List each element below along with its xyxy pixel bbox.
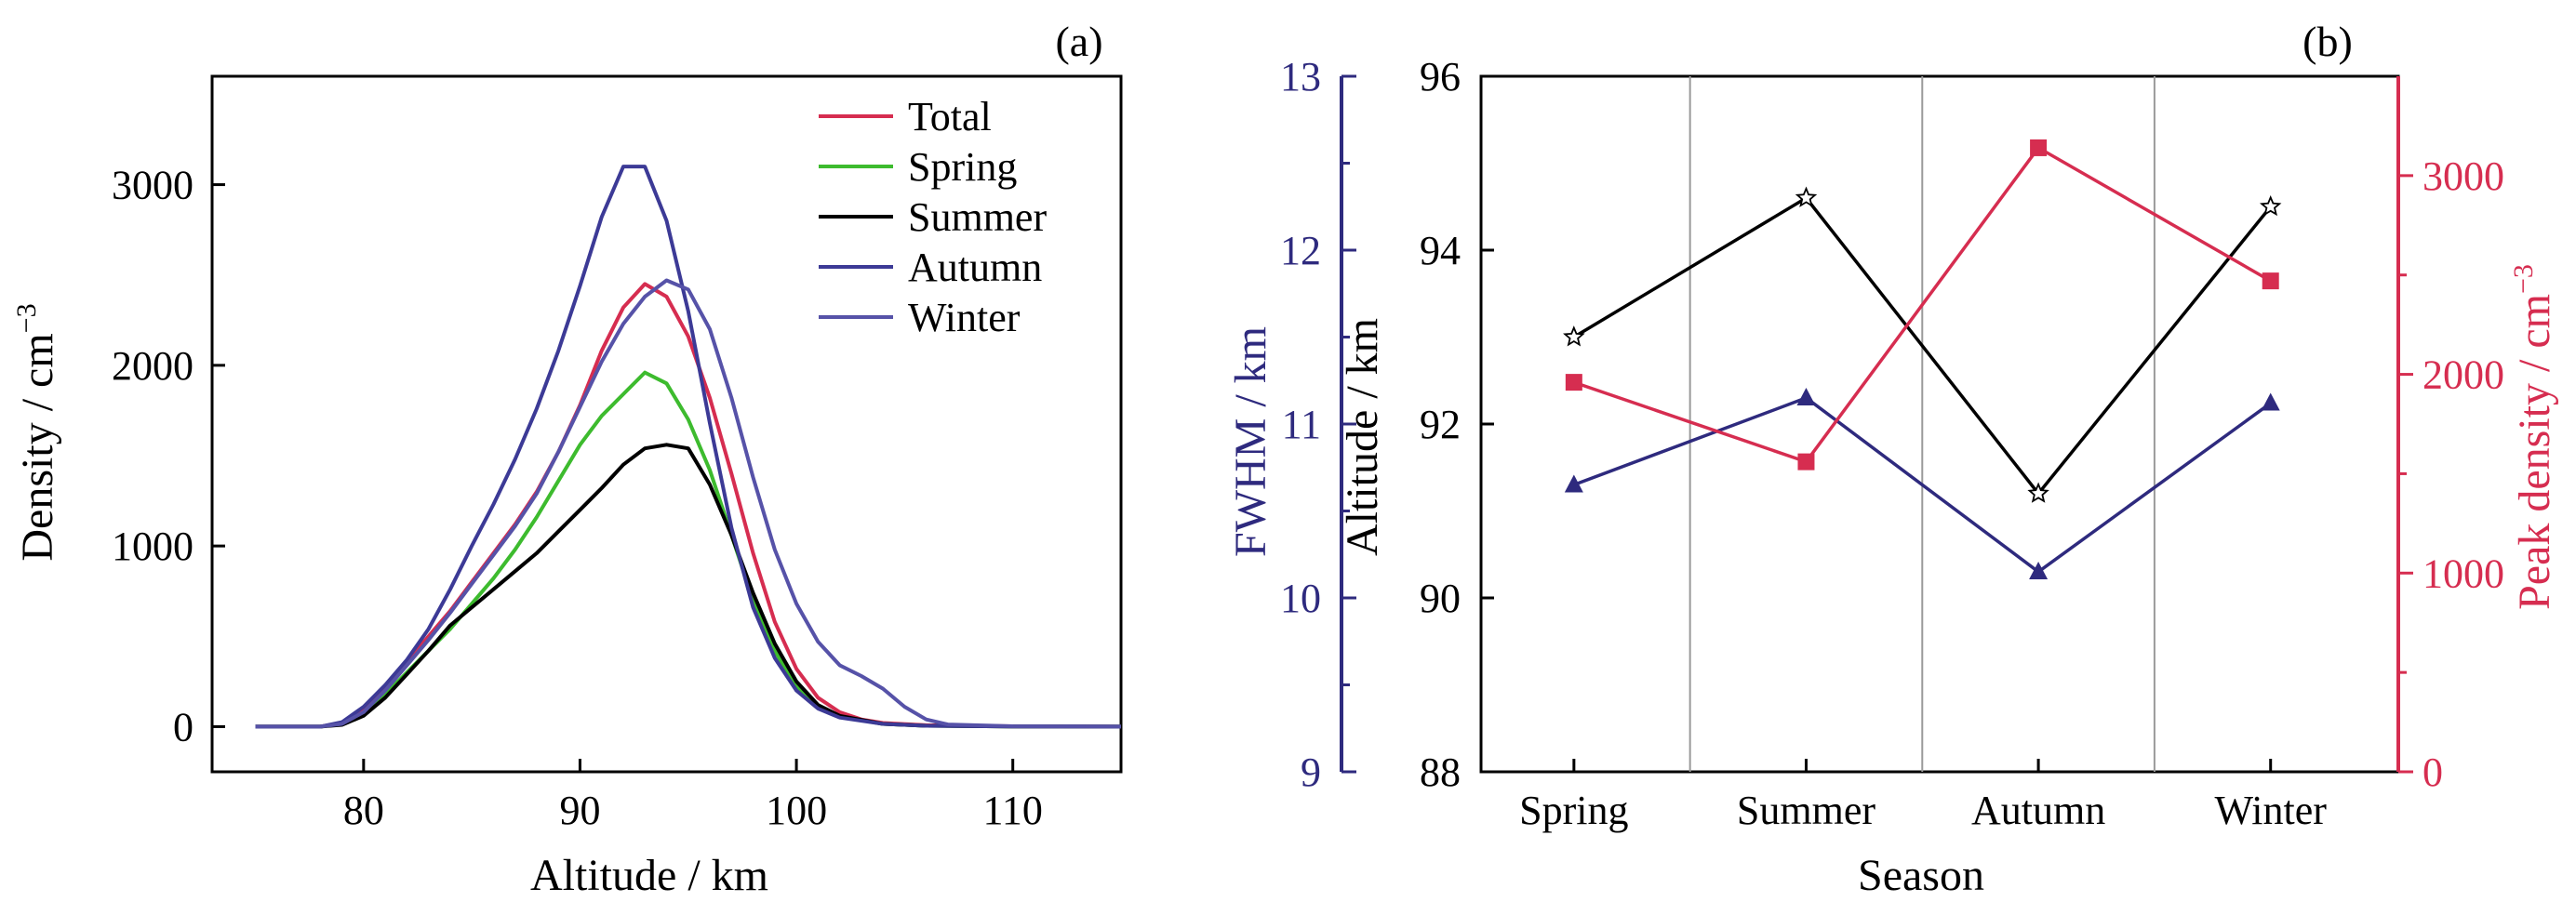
density-marker-autumn <box>2030 139 2048 156</box>
fwhm-tick-label-10: 10 <box>1280 576 1321 621</box>
panel-a-plot-frame <box>210 74 1123 774</box>
peak-density-axis-title: Peak density / cm−3 <box>2508 264 2559 610</box>
fwhm-tick-label-11: 11 <box>1282 402 1321 447</box>
altitude-marker-summer <box>1795 186 1818 207</box>
panel-b-plot-frame <box>1479 74 2400 774</box>
panel-b-label: (b) <box>2302 18 2353 65</box>
density-tick-label-2000: 2000 <box>2423 352 2504 398</box>
series-line-summer <box>255 443 1122 729</box>
fwhm-marker-autumn <box>2029 561 2049 579</box>
fwhm-marker-winter <box>2261 392 2280 411</box>
altitude-tick-label-88: 88 <box>1420 749 1461 795</box>
panel-a-x-ticks: 80 90 100 110 <box>343 759 1043 833</box>
altitude-tick-label-92: 92 <box>1420 402 1461 447</box>
panel-a: 80 90 100 110 0 1000 2000 3000 Altitude / km D… <box>11 18 1123 900</box>
panel-a-x-axis-title: Altitude / km <box>530 851 768 900</box>
altitude-axis-title: Altitude / km <box>1338 318 1387 556</box>
legend-label-total: Total <box>908 94 992 139</box>
fwhm-tick-label-13: 13 <box>1280 54 1321 99</box>
altitude-marker-spring <box>1563 325 1585 347</box>
panel-a-y-ticks: 0 1000 2000 3000 <box>112 163 225 749</box>
series-line-autumn <box>255 165 1122 729</box>
panel-a-frame <box>210 74 1123 774</box>
panel-b-frame <box>1479 74 2400 774</box>
y-tick-label-1000: 1000 <box>112 524 194 569</box>
x-tick-label-winter: Winter <box>2215 788 2328 833</box>
density-marker-spring <box>1565 374 1582 391</box>
altitude-axis-ticks: 88 90 92 94 96 <box>1420 54 1494 795</box>
series-line-winter <box>255 278 1122 729</box>
density-marker-winter <box>2262 272 2279 290</box>
series-line-total <box>255 282 1122 729</box>
density-marker-summer <box>1797 453 1815 471</box>
y-tick-label-2000: 2000 <box>112 343 194 389</box>
altitude-marker-winter <box>2259 194 2282 217</box>
density-tick-label-1000: 1000 <box>2423 550 2504 596</box>
peak-density-axis: 0 1000 2000 3000 <box>2398 153 2504 795</box>
fwhm-marker-spring <box>1564 474 1583 493</box>
series-line-spring <box>255 370 1122 729</box>
panel-b-series <box>1563 139 2282 579</box>
x-tick-label-summer: Summer <box>1737 788 1875 833</box>
legend-label-summer: Summer <box>908 194 1047 240</box>
altitude-tick-label-90: 90 <box>1420 576 1461 621</box>
density-tick-label-0: 0 <box>2423 749 2443 795</box>
panel-a-series-lines <box>255 165 1122 729</box>
y-tick-label-0: 0 <box>173 704 194 749</box>
fwhm-axis: 9 10 11 12 13 <box>1280 54 1356 795</box>
panel-a-y-axis-title: Density / cm−3 <box>11 303 62 561</box>
x-tick-label-autumn: Autumn <box>1971 788 2105 833</box>
legend-label-spring: Spring <box>908 144 1017 190</box>
y-tick-label-3000: 3000 <box>112 163 194 208</box>
fwhm-tick-label-12: 12 <box>1280 228 1321 273</box>
altitude-marker-autumn <box>2027 482 2049 503</box>
fwhm-marker-summer <box>1796 387 1816 405</box>
altitude-series-line <box>1572 195 2273 497</box>
fwhm-tick-label-9: 9 <box>1301 749 1321 795</box>
panel-a-label: (a) <box>1055 18 1102 65</box>
panel-b: Spring Summer Autumn Winter 88 90 92 94 96 9 10 1… <box>1226 18 2559 900</box>
x-tick-label-spring: Spring <box>1519 788 1628 833</box>
altitude-tick-label-96: 96 <box>1420 54 1461 99</box>
fwhm-axis-title: FWHM / km <box>1226 326 1275 557</box>
x-tick-label-100: 100 <box>766 788 827 833</box>
x-tick-label-80: 80 <box>343 788 384 833</box>
altitude-tick-label-94: 94 <box>1420 228 1461 273</box>
fwhm-series-line <box>1573 395 2272 575</box>
legend-label-winter: Winter <box>908 295 1021 340</box>
density-tick-label-3000: 3000 <box>2423 153 2504 199</box>
panel-b-x-ticks: Spring Summer Autumn Winter <box>1519 759 2327 833</box>
x-tick-label-110: 110 <box>983 788 1043 833</box>
x-tick-label-90: 90 <box>559 788 600 833</box>
density-series-line <box>1573 145 2272 464</box>
panel-b-x-axis-title: Season <box>1858 851 1984 900</box>
legend-label-autumn: Autumn <box>908 245 1042 290</box>
